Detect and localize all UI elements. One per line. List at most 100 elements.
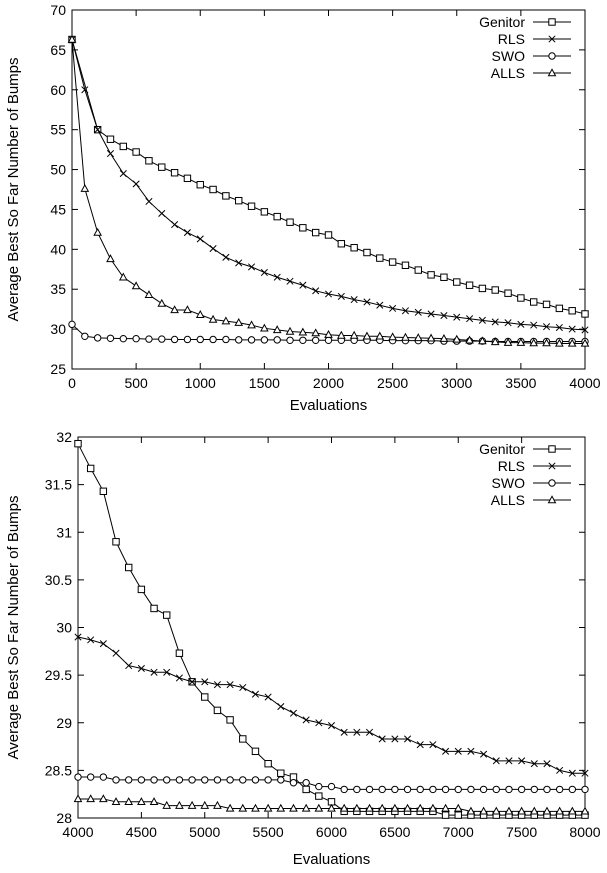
data-point — [119, 334, 128, 343]
legend-label: Genitor — [479, 441, 525, 457]
data-point — [427, 271, 435, 279]
data-point — [453, 803, 463, 812]
data-point — [260, 336, 269, 344]
data-point — [337, 240, 346, 248]
data-point — [365, 785, 374, 794]
data-point — [403, 735, 412, 743]
series-genitor — [74, 439, 589, 819]
data-point — [311, 228, 320, 237]
series-alls — [73, 794, 590, 815]
data-point — [158, 209, 166, 217]
data-point — [170, 335, 179, 344]
data-point — [221, 316, 231, 325]
data-point — [581, 310, 589, 318]
legend-label: SWO — [492, 48, 526, 64]
y-tick-label: 35 — [50, 281, 66, 297]
data-point — [390, 803, 400, 812]
data-point — [239, 683, 247, 692]
data-point — [491, 318, 499, 326]
data-point — [426, 333, 436, 342]
data-point — [247, 320, 256, 329]
data-point — [86, 464, 95, 473]
data-point — [517, 294, 525, 302]
data-point — [132, 180, 140, 188]
data-point — [67, 34, 77, 43]
legend-marker — [548, 462, 556, 470]
data-point — [260, 268, 268, 277]
data-point — [454, 811, 462, 819]
data-point — [208, 314, 218, 323]
data-point — [556, 766, 564, 774]
data-point — [315, 782, 323, 791]
data-point — [324, 290, 333, 298]
data-point — [235, 259, 243, 267]
data-point — [492, 757, 500, 765]
data-point — [312, 287, 320, 295]
data-point — [376, 254, 384, 262]
data-point — [362, 331, 372, 340]
data-point — [504, 319, 512, 327]
data-point — [479, 806, 488, 815]
x-axis-label: Evaluations — [293, 851, 371, 868]
y-axis-label: Average Best So Far Number of Bumps — [5, 57, 22, 321]
series-swo — [74, 773, 589, 794]
data-point — [388, 258, 397, 266]
data-point — [480, 750, 488, 758]
data-point — [378, 785, 386, 794]
x-tick-label: 2000 — [313, 375, 344, 391]
data-point — [106, 150, 115, 158]
data-point — [353, 728, 361, 736]
data-point — [74, 773, 82, 781]
data-point — [247, 202, 256, 210]
data-point — [289, 803, 298, 812]
data-point — [327, 722, 336, 730]
data-point — [196, 181, 204, 189]
data-point — [401, 307, 410, 315]
data-point — [517, 785, 526, 794]
data-point — [517, 320, 525, 328]
data-point — [226, 681, 234, 689]
x-tick-label: 8000 — [569, 824, 600, 840]
data-point — [413, 333, 423, 342]
data-point — [581, 769, 589, 777]
data-point — [324, 336, 333, 344]
y-tick-label: 50 — [50, 162, 66, 178]
data-point — [439, 333, 449, 342]
data-point — [327, 803, 336, 812]
data-point — [568, 785, 577, 794]
data-point — [543, 760, 551, 768]
data-point — [170, 169, 179, 177]
data-point — [302, 716, 310, 724]
data-point — [311, 328, 321, 337]
data-point — [251, 776, 260, 784]
data-point — [568, 769, 576, 777]
y-tick-label: 31.5 — [45, 477, 72, 493]
data-point — [226, 716, 234, 724]
data-point — [183, 229, 191, 237]
data-point — [264, 693, 272, 701]
x-tick-label: 2500 — [377, 375, 408, 391]
data-point — [145, 335, 153, 343]
data-point — [99, 640, 107, 648]
data-point — [340, 785, 348, 794]
legend-marker — [548, 52, 556, 60]
data-point — [213, 681, 221, 689]
data-point — [391, 735, 399, 743]
x-tick-label: 4500 — [126, 824, 157, 840]
data-point — [391, 785, 399, 794]
data-point — [352, 803, 362, 812]
data-point — [137, 664, 145, 673]
series-genitor — [68, 35, 589, 318]
data-point — [112, 649, 120, 657]
y-tick-label: 32 — [56, 429, 72, 445]
data-point — [264, 760, 272, 768]
data-point — [428, 803, 438, 812]
x-tick-label: 6000 — [316, 824, 347, 840]
data-point — [504, 289, 512, 297]
data-point — [87, 636, 95, 644]
data-point — [125, 776, 133, 784]
data-point — [74, 633, 82, 641]
data-point — [388, 332, 397, 341]
data-point — [195, 310, 205, 318]
data-point — [440, 273, 448, 281]
